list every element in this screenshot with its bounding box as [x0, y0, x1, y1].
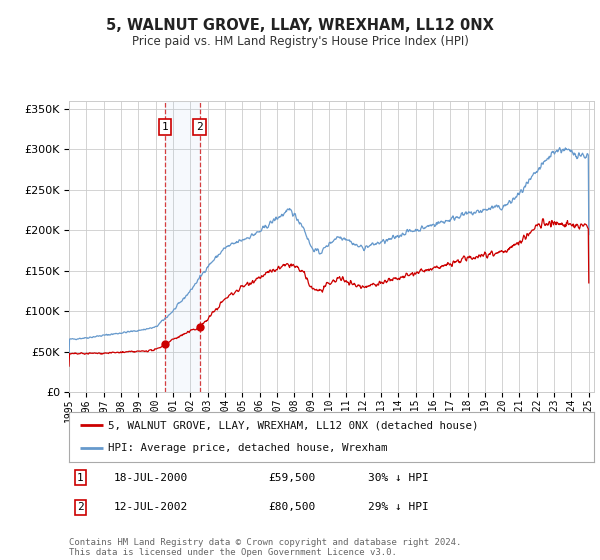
Text: HPI: Average price, detached house, Wrexham: HPI: Average price, detached house, Wrex… [109, 444, 388, 454]
Text: Contains HM Land Registry data © Crown copyright and database right 2024.
This d: Contains HM Land Registry data © Crown c… [69, 538, 461, 557]
Text: £59,500: £59,500 [269, 473, 316, 483]
Text: 5, WALNUT GROVE, LLAY, WREXHAM, LL12 0NX: 5, WALNUT GROVE, LLAY, WREXHAM, LL12 0NX [106, 18, 494, 32]
Text: 30% ↓ HPI: 30% ↓ HPI [368, 473, 429, 483]
Text: 1: 1 [161, 122, 169, 132]
Text: 12-JUL-2002: 12-JUL-2002 [113, 502, 188, 512]
Text: £80,500: £80,500 [269, 502, 316, 512]
Text: 1: 1 [77, 473, 84, 483]
Text: 2: 2 [196, 122, 203, 132]
Text: 5, WALNUT GROVE, LLAY, WREXHAM, LL12 0NX (detached house): 5, WALNUT GROVE, LLAY, WREXHAM, LL12 0NX… [109, 420, 479, 430]
Text: 18-JUL-2000: 18-JUL-2000 [113, 473, 188, 483]
Text: 29% ↓ HPI: 29% ↓ HPI [368, 502, 429, 512]
Text: 2: 2 [77, 502, 84, 512]
Bar [165, 101, 200, 392]
Text: Price paid vs. HM Land Registry's House Price Index (HPI): Price paid vs. HM Land Registry's House … [131, 35, 469, 49]
